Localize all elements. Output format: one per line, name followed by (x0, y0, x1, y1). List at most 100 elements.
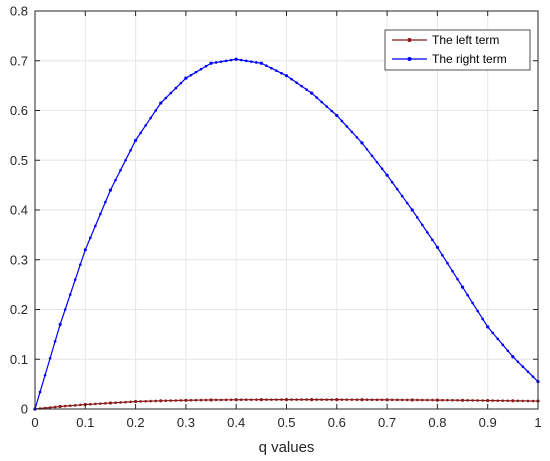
data-point (330, 398, 334, 401)
data-point (189, 73, 193, 77)
data-point (99, 212, 102, 216)
data-point (460, 285, 465, 289)
legend-label-left-term: The left term (432, 33, 499, 47)
x-tick-label: 0.5 (277, 415, 295, 430)
data-point (159, 399, 163, 403)
legend-label-right-term: The right term (432, 52, 507, 66)
data-point (431, 398, 434, 402)
data-point (486, 398, 490, 403)
data-point (154, 109, 158, 112)
data-point (174, 86, 178, 90)
data-point (501, 399, 505, 402)
data-point (134, 399, 138, 404)
data-point (224, 59, 228, 63)
data-point (99, 402, 102, 405)
data-point (466, 293, 469, 297)
data-point (244, 59, 248, 63)
data-point (441, 253, 444, 257)
data-point (219, 398, 223, 402)
legend-marker-left-term (407, 38, 412, 42)
data-point (441, 398, 444, 402)
data-point (134, 138, 138, 142)
x-axis-label: q values (259, 439, 315, 456)
data-point (154, 399, 158, 403)
y-tick-label: 0.2 (10, 302, 28, 317)
data-point (114, 401, 117, 405)
data-point (375, 398, 379, 402)
data-point (360, 398, 364, 402)
data-point (320, 398, 324, 401)
data-point (375, 160, 379, 164)
data-point (431, 238, 434, 242)
data-point (249, 398, 253, 401)
data-point (94, 402, 97, 406)
data-point (491, 331, 495, 335)
data-point (255, 61, 258, 64)
data-point (259, 61, 263, 65)
x-tick-label: 0 (31, 415, 38, 430)
data-point (506, 349, 510, 353)
data-point (129, 149, 132, 152)
data-point (435, 245, 439, 249)
data-point (380, 167, 384, 171)
data-point (521, 365, 525, 369)
data-point (239, 58, 243, 62)
data-point (124, 400, 127, 404)
data-point (355, 136, 359, 139)
data-point (451, 398, 454, 402)
data-point (325, 105, 329, 108)
data-point (486, 325, 490, 329)
data-point (435, 398, 439, 402)
data-point (58, 322, 62, 327)
data-point (300, 84, 303, 88)
data-point (506, 399, 510, 403)
data-point (259, 398, 263, 402)
data-point (179, 81, 183, 85)
data-point (169, 399, 173, 402)
data-point (284, 398, 289, 402)
data-point (460, 398, 465, 402)
data-point (400, 194, 404, 198)
x-tick-label: 0.1 (76, 415, 94, 430)
data-point (310, 398, 314, 402)
data-point (184, 398, 188, 402)
data-point (73, 278, 77, 281)
data-point (139, 400, 142, 403)
data-point (365, 398, 369, 402)
data-point (350, 398, 354, 401)
data-point (108, 188, 113, 192)
data-point (365, 148, 369, 151)
x-tick-label: 0.7 (378, 415, 396, 430)
x-tick-label: 1 (534, 415, 541, 430)
series-group (33, 57, 540, 411)
data-point (426, 231, 429, 234)
data-point (385, 173, 389, 177)
data-point (249, 60, 253, 63)
data-point (214, 398, 218, 402)
data-point (471, 301, 474, 305)
data-point (400, 398, 404, 402)
data-point (214, 61, 218, 64)
data-point (189, 398, 193, 402)
data-point (179, 399, 183, 402)
data-point (194, 398, 198, 402)
data-point (53, 340, 57, 343)
data-point (73, 404, 77, 407)
data-point (104, 200, 107, 204)
data-point (265, 64, 268, 68)
data-point (476, 399, 479, 402)
data-point (149, 399, 152, 403)
data-point (265, 398, 268, 401)
data-point (300, 398, 303, 401)
y-tick-label: 0.8 (10, 4, 28, 19)
data-point (209, 398, 213, 402)
data-point (340, 398, 344, 401)
data-point (395, 398, 399, 402)
data-point (38, 390, 42, 394)
data-point (219, 60, 223, 63)
data-point (456, 398, 459, 402)
series-the-right-term (33, 57, 540, 411)
data-point (234, 57, 238, 61)
x-tick-label: 0.6 (328, 415, 346, 430)
